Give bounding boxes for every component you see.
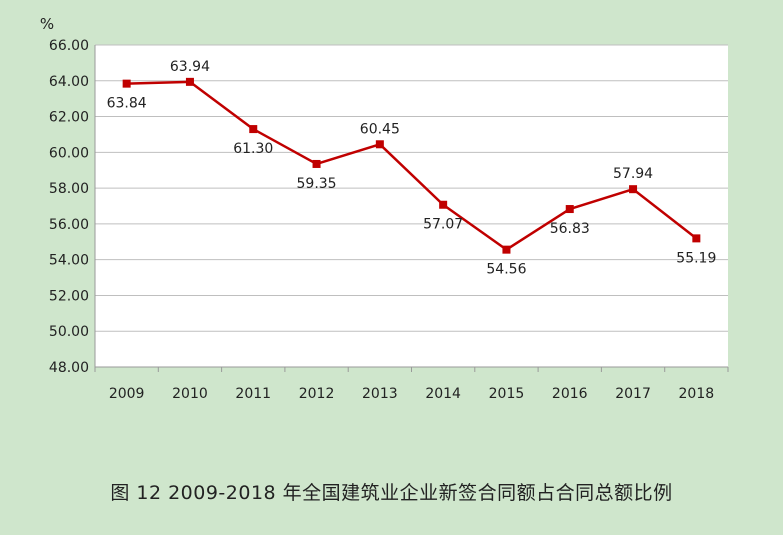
y-tick-label: 64.00	[49, 74, 89, 90]
data-point	[375, 140, 384, 149]
x-tick-label: 2011	[235, 386, 271, 402]
data-point	[122, 79, 131, 88]
data-point	[312, 159, 321, 168]
y-tick-label: 66.00	[49, 38, 89, 54]
y-tick-label: 48.00	[49, 360, 89, 376]
data-point	[629, 185, 638, 194]
data-label: 60.45	[360, 121, 400, 137]
y-tick-label: 52.00	[49, 288, 89, 304]
y-tick-label: 62.00	[49, 110, 89, 126]
data-label: 54.56	[486, 262, 526, 278]
data-point	[249, 125, 258, 134]
data-label: 57.07	[423, 217, 463, 233]
data-label: 59.35	[297, 176, 337, 192]
x-tick-label: 2012	[299, 386, 335, 402]
data-label: 63.84	[107, 96, 147, 112]
data-point	[692, 234, 701, 243]
x-tick-label: 2014	[425, 386, 461, 402]
y-tick-label: 58.00	[49, 181, 89, 197]
data-point	[439, 200, 448, 209]
data-point	[565, 205, 574, 214]
data-label: 55.19	[676, 250, 716, 266]
series-line	[126, 80, 698, 251]
y-tick-label: 56.00	[49, 217, 89, 233]
plot-area	[95, 45, 728, 367]
y-tick-label: 60.00	[49, 145, 89, 161]
data-point	[185, 77, 194, 86]
y-tick-label: 54.00	[49, 253, 89, 269]
x-tick-label: 2018	[679, 386, 715, 402]
x-tick-label: 2016	[552, 386, 588, 402]
x-tick-label: 2013	[362, 386, 398, 402]
x-tick-label: 2010	[172, 386, 208, 402]
data-label: 57.94	[613, 166, 653, 182]
x-tick-label: 2017	[615, 386, 651, 402]
data-label: 56.83	[550, 221, 590, 237]
line-chart: 48.00 50.00 52.00 54.00 56.00 58.00 60.00 62.00…	[40, 15, 729, 402]
y-tick-label: 50.00	[49, 324, 89, 340]
x-tick-label: 2009	[109, 386, 145, 402]
data-label: 63.94	[170, 59, 210, 75]
y-unit-label: %	[40, 15, 54, 33]
data-label: 61.30	[233, 141, 273, 157]
data-point	[502, 245, 511, 254]
x-tick-label: 2015	[489, 386, 525, 402]
chart-caption: 图 12 2009-2018 年全国建筑业企业新签合同额占合同总额比例	[110, 482, 673, 504]
